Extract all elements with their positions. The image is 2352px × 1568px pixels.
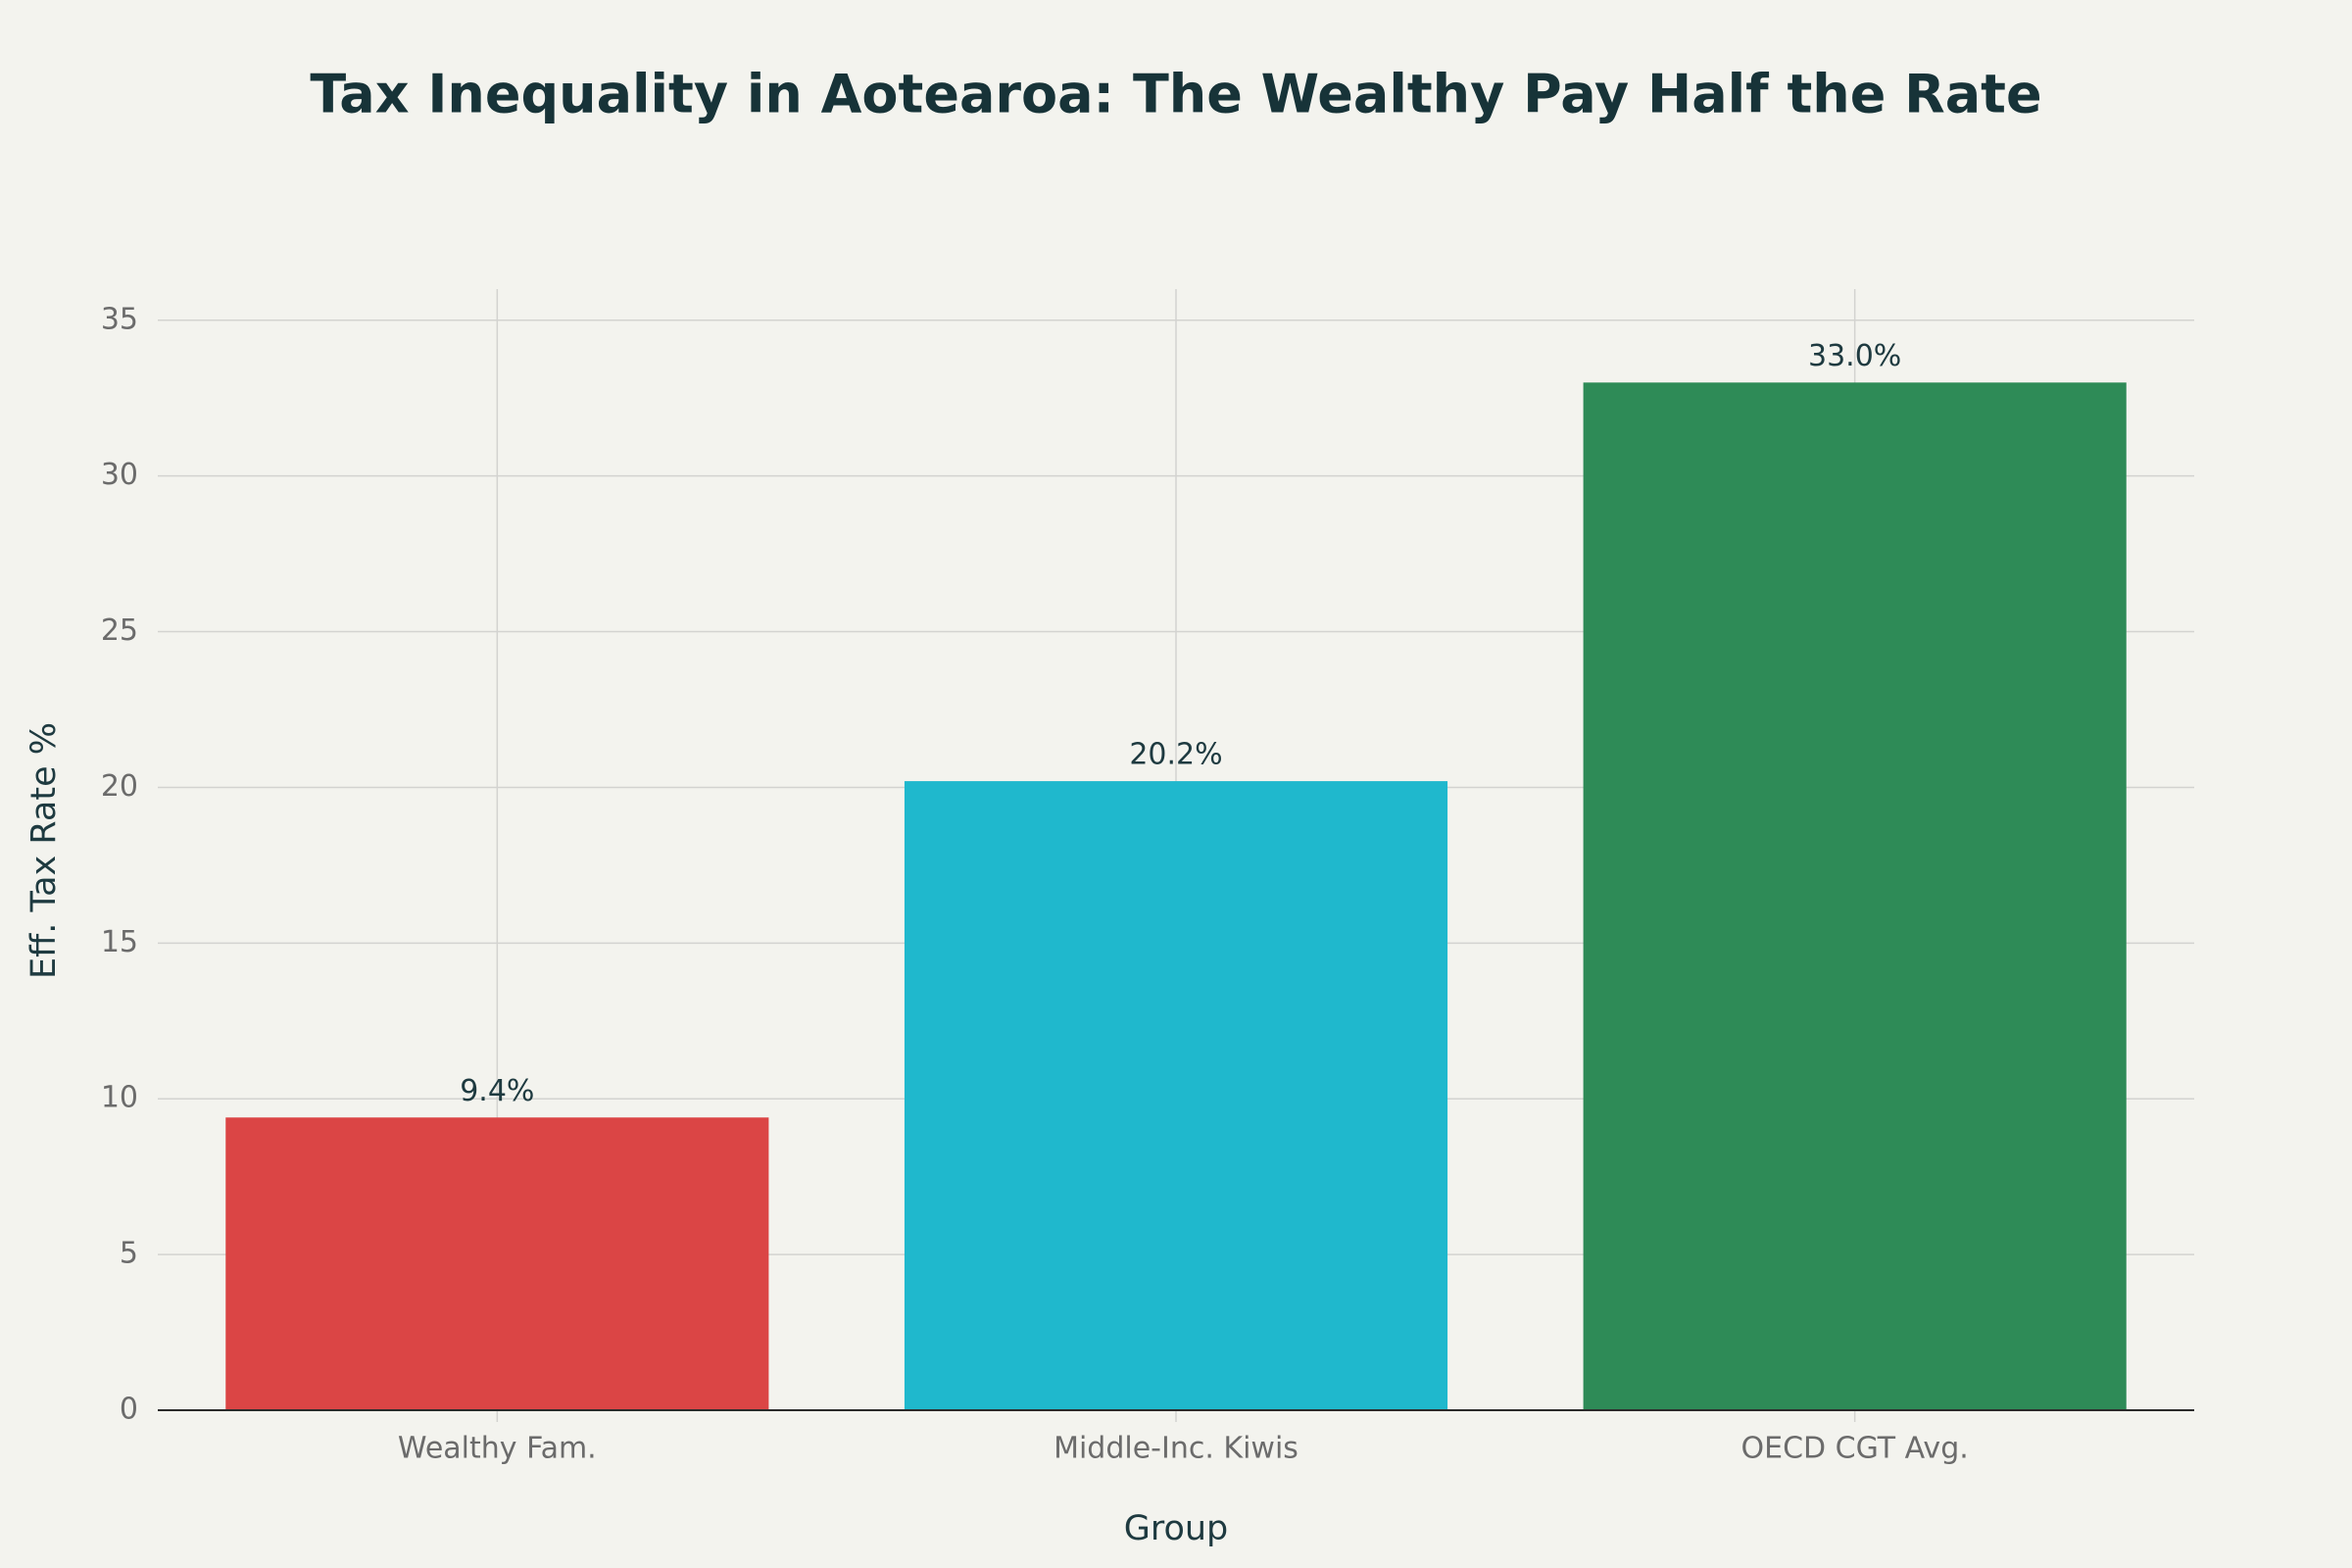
y-tick-label: 0 <box>120 1393 138 1427</box>
y-tick-label: 15 <box>101 925 138 959</box>
y-tick-label: 10 <box>101 1081 138 1115</box>
value-label: 20.2% <box>1129 738 1222 772</box>
x-tick-label: Wealthy Fam. <box>398 1432 597 1466</box>
value-label: 33.0% <box>1808 339 1901 373</box>
y-tick-label: 35 <box>101 302 138 336</box>
y-tick-label: 5 <box>120 1237 138 1271</box>
y-axis-title: Eff. Tax Rate % <box>24 722 64 979</box>
bar <box>225 1117 769 1410</box>
x-tick-label: OECD CGT Avg. <box>1741 1432 1969 1466</box>
bar <box>1583 382 2127 1410</box>
y-tick-label: 30 <box>101 458 138 492</box>
bar <box>904 781 1448 1410</box>
x-axis-title: Group <box>1124 1509 1229 1548</box>
y-tick-label: 20 <box>101 769 138 804</box>
y-tick-label: 25 <box>101 613 138 648</box>
chart-title: Tax Inequality in Aotearoa: The Wealthy … <box>310 64 2041 125</box>
value-label: 9.4% <box>460 1074 534 1108</box>
x-tick-label: Middle-Inc. Kiwis <box>1054 1432 1298 1466</box>
